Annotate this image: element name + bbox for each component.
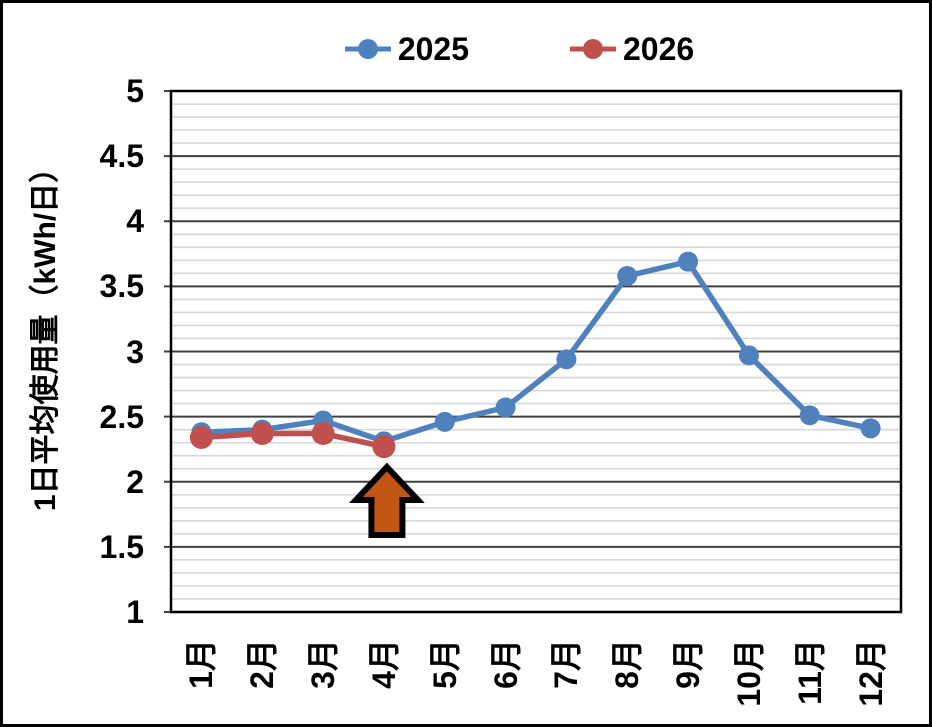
data-point-2026-1月: [189, 425, 213, 449]
x-tick-label: 4月: [365, 639, 402, 689]
y-tick-label: 2: [126, 463, 144, 500]
y-tick-label: 1.5: [99, 528, 144, 565]
x-tick-label: 1月: [183, 639, 220, 689]
up-arrow-annotation: [348, 462, 425, 538]
x-tick-label: 9月: [670, 639, 707, 689]
data-point-2025-12月: [860, 418, 881, 439]
legend-marker-icon: [344, 39, 391, 59]
legend-item-2025: 2025: [344, 33, 469, 65]
y-tick-label: 3.5: [99, 268, 144, 305]
plot-area: [164, 89, 903, 614]
legend-label: 2025: [397, 31, 469, 67]
legend-label: 2026: [623, 31, 695, 67]
y-tick-label: 4.5: [99, 138, 144, 175]
plot-border: [169, 89, 903, 614]
data-point-2025-6月: [495, 397, 516, 418]
data-point-2025-9月: [678, 251, 699, 272]
legend-marker-icon: [570, 39, 616, 59]
legend-item-2026: 2026: [569, 33, 694, 65]
x-tick-label: 6月: [487, 639, 524, 689]
y-tick-label: 5: [126, 73, 144, 109]
x-tick-label: 5月: [426, 639, 463, 689]
x-tick-label: 12月: [852, 639, 889, 707]
x-tick-label: 8月: [609, 639, 646, 689]
data-point-2025-5月: [434, 411, 455, 432]
data-point-2026-2月: [250, 422, 274, 446]
x-tick-label: 7月: [548, 639, 585, 689]
data-point-2025-8月: [617, 265, 638, 286]
y-tick-label: 3: [126, 333, 144, 370]
y-tick-label: 2.5: [99, 398, 144, 435]
data-point-2026-3月: [311, 422, 335, 446]
data-point-2025-10月: [738, 345, 759, 366]
data-point-2025-11月: [799, 405, 820, 426]
series-line-2025: [198, 258, 874, 445]
x-tick-label: 10月: [730, 639, 767, 707]
y-tick-label: 4: [126, 203, 144, 240]
x-tick-label: 3月: [305, 639, 342, 689]
y-tick-label: 1: [126, 594, 144, 630]
data-point-2026-4月: [372, 435, 396, 459]
x-tick-label: 11月: [791, 639, 828, 705]
x-tick-label: 2月: [244, 639, 281, 689]
data-point-2025-7月: [556, 349, 577, 370]
series-line-2026: [198, 430, 387, 450]
legend: 2025 2026: [103, 33, 929, 65]
